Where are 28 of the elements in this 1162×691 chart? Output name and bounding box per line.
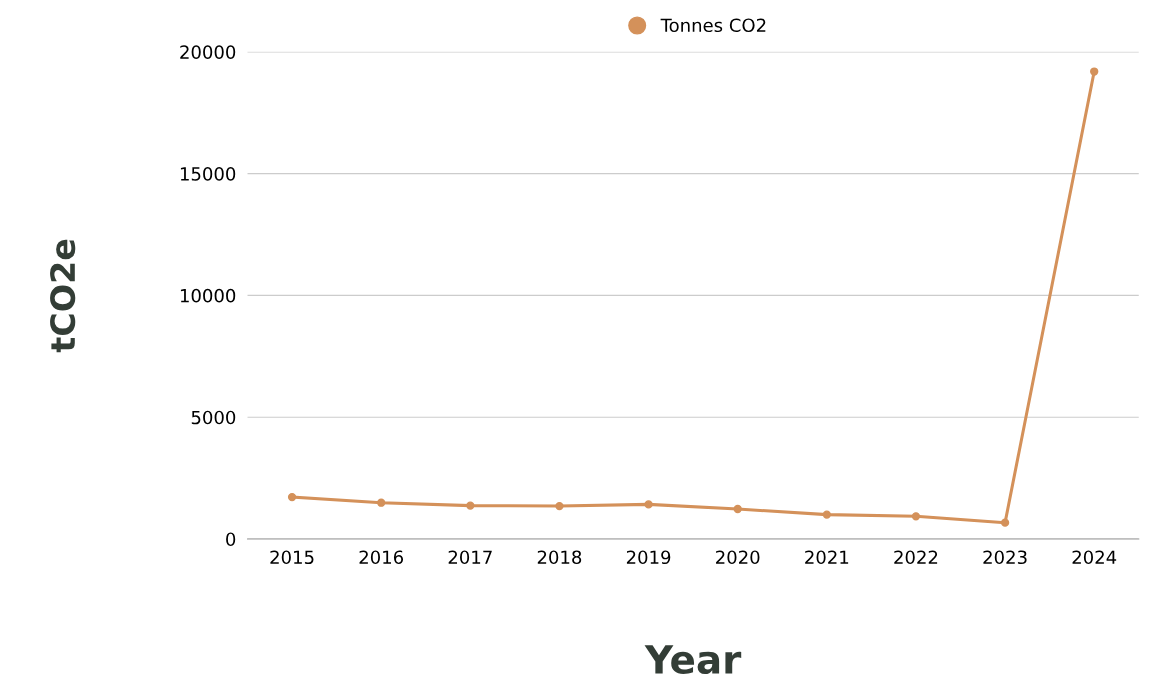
legend-label: Tonnes CO2 xyxy=(660,18,766,33)
point xyxy=(733,504,742,514)
x-tick-label: 2016 xyxy=(359,550,404,565)
point xyxy=(287,492,297,502)
x-tick-label: 2021 xyxy=(805,550,849,565)
x-axis-title: Year xyxy=(644,645,742,675)
point xyxy=(377,498,386,507)
x-tick-label: 2017 xyxy=(448,550,492,565)
point xyxy=(822,510,831,519)
x-tick-label: 2023 xyxy=(983,550,1027,565)
point xyxy=(1090,67,1099,76)
x-tick-label: 2015 xyxy=(270,550,314,565)
y-tick-label: 5000 xyxy=(191,410,236,425)
point xyxy=(466,501,475,510)
x-tick-label: 2019 xyxy=(626,550,671,565)
point xyxy=(911,512,921,521)
y-tick-label: 10000 xyxy=(180,288,236,303)
point xyxy=(555,501,564,511)
y-tick-label: 15000 xyxy=(180,167,236,181)
y-tick-label: 20000 xyxy=(180,45,236,59)
y-tick-label: 0 xyxy=(226,532,236,547)
x-tick-label: 2022 xyxy=(894,550,938,565)
point xyxy=(644,500,653,509)
x-tick-label: 2020 xyxy=(716,550,760,565)
x-tick-label: 2024 xyxy=(1072,550,1117,565)
point xyxy=(1000,518,1010,527)
y-axis-title: tCO2e xyxy=(50,239,76,353)
x-tick-label: 2018 xyxy=(537,550,582,565)
